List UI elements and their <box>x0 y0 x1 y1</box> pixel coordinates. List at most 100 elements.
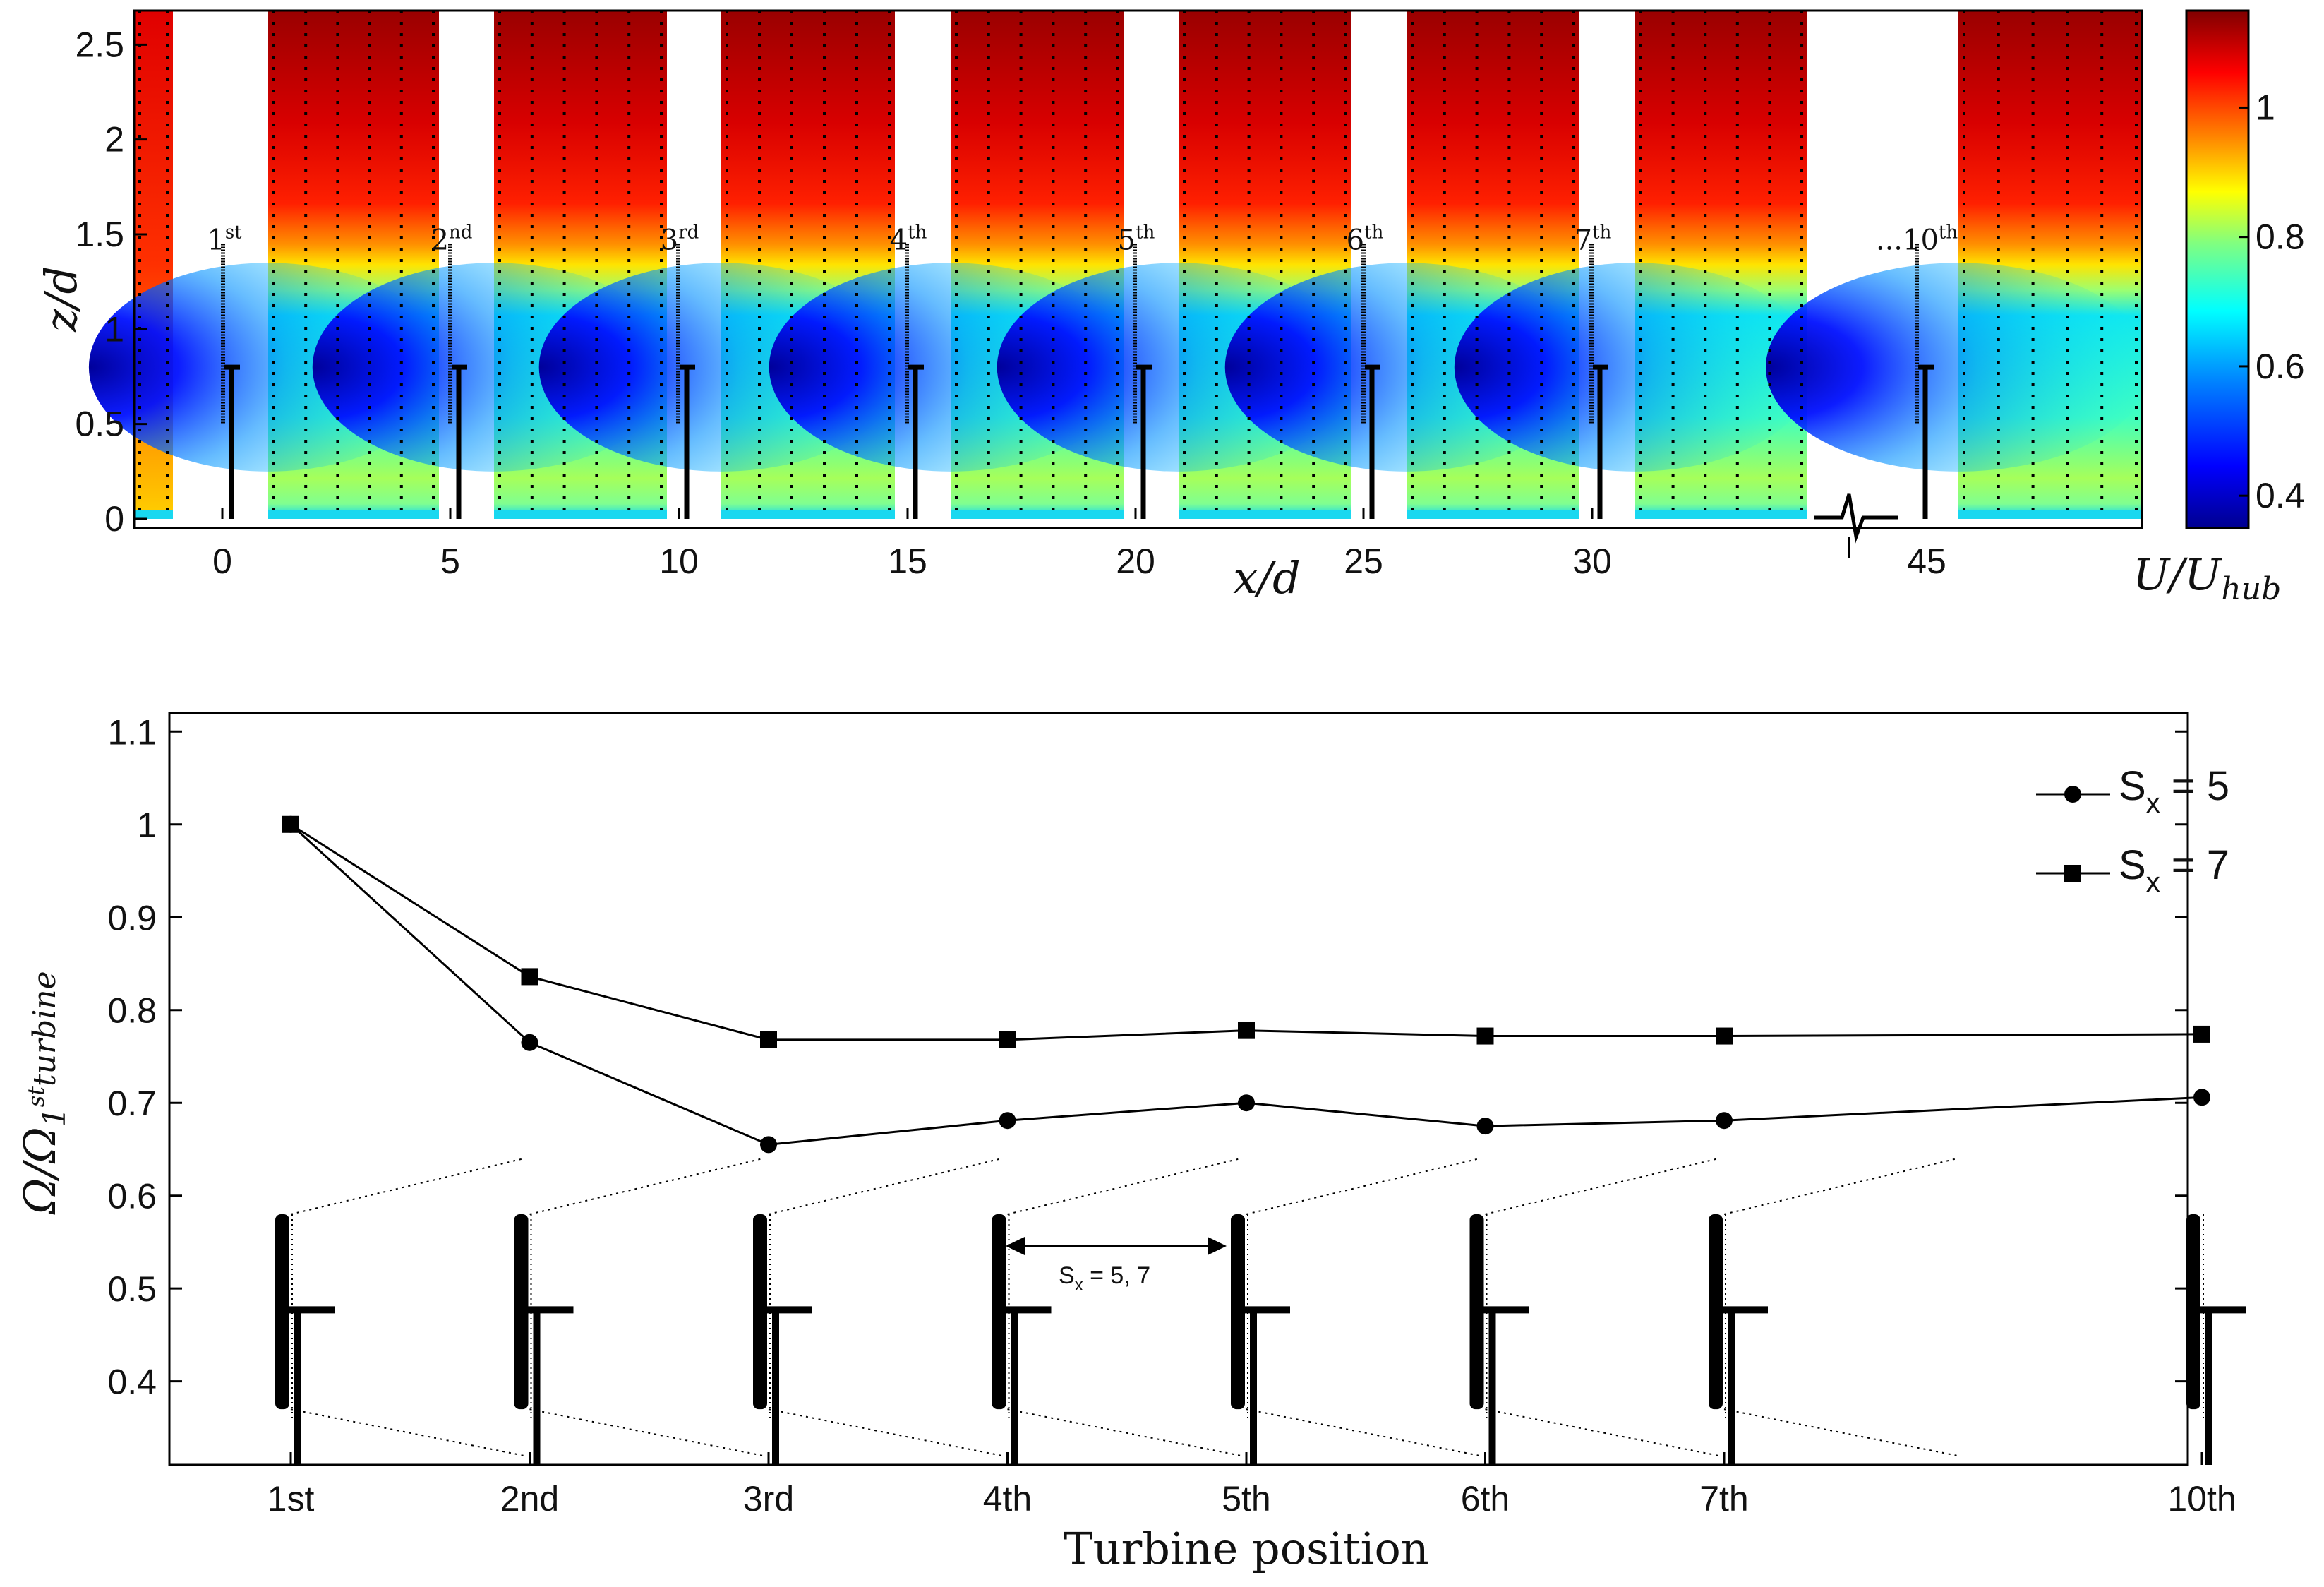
y-tick-label: 2 <box>104 120 124 160</box>
data-point-square <box>999 1031 1016 1048</box>
y-tick-label: 1 <box>137 806 157 845</box>
turbine-label: ...10th <box>1876 222 1958 257</box>
legend-label-sub: x <box>2146 788 2160 819</box>
turbine-label-suffix: rd <box>678 222 699 244</box>
x-tick-label: 4th <box>983 1479 1032 1519</box>
turbine-schematic <box>514 1158 763 1465</box>
axis-break-icon <box>1814 493 1898 544</box>
turbine-icon <box>676 244 695 519</box>
line-x-ticks: 1st 2nd 3rd 4th 5th 6th 7th 10th <box>267 1452 2236 1519</box>
rotor <box>514 1214 529 1410</box>
ground-layer <box>721 510 895 519</box>
x-tick-label: 30 <box>1572 541 1612 581</box>
turbine-label-number: ...10 <box>1876 224 1939 257</box>
data-point-circle <box>521 1034 538 1051</box>
line-y-ticks: 0.4 0.5 0.6 0.7 0.8 0.9 1 1.1 <box>107 712 2188 1402</box>
y-tick-label: 1.5 <box>75 215 124 254</box>
data-point-circle <box>1476 1118 1494 1135</box>
legend-label-tail: = 7 <box>2160 842 2229 888</box>
data-point-square <box>1238 1022 1255 1039</box>
y-tick-label: 0.9 <box>107 898 157 938</box>
x-tick-label: 2nd <box>500 1479 559 1519</box>
colorbar-label: U/Uhub <box>2133 549 2281 607</box>
y-tick-label: 1 <box>104 309 124 349</box>
legend-label-main: S <box>2119 763 2146 809</box>
heatmap-axes-frame <box>133 9 2143 529</box>
x-tick-label: 5 <box>440 541 460 581</box>
turbine-label-suffix: nd <box>449 222 472 244</box>
wake-boundary-upper <box>1723 1158 1958 1215</box>
legend-label-sub: x <box>2146 867 2160 898</box>
y-tick-label: 0.5 <box>75 405 124 444</box>
heatmap-x-ticks: 0 5 10 15 20 25 30 45 <box>212 508 1946 581</box>
turbine-label-number: 3 <box>661 224 678 257</box>
wake-deficit <box>1766 263 2151 472</box>
heatmap-x-label: x/d <box>1233 552 1301 604</box>
x-tick-label: 45 <box>1907 541 1946 581</box>
x-tick-label: 0 <box>212 541 232 581</box>
rotor <box>1469 1214 1484 1410</box>
wake-boundary-upper <box>768 1158 1002 1215</box>
legend: Sx = 5Sx = 7 <box>2036 763 2229 898</box>
turbine-label-number: 1 <box>207 224 224 257</box>
legend-marker-circle <box>2064 786 2081 803</box>
line-axes-frame <box>168 712 2189 1466</box>
data-point-square <box>1716 1027 1733 1045</box>
turbine-label-suffix: th <box>1136 222 1155 244</box>
x-tick-label: 7th <box>1699 1479 1749 1519</box>
data-point-square <box>760 1031 777 1048</box>
wake-boundary-lower <box>290 1408 524 1456</box>
line-x-label: Turbine position <box>1064 1523 1428 1574</box>
rotor <box>275 1214 289 1410</box>
turbine-schematic <box>2186 1214 2246 1465</box>
turbine-icon <box>1133 244 1152 519</box>
legend-label-tail: = 5 <box>2160 763 2229 809</box>
ground-layer <box>494 510 667 519</box>
x-tick-label: 1st <box>267 1479 315 1519</box>
turbine-label-suffix: st <box>225 222 242 244</box>
colorbar-tick-label: 0.8 <box>2256 217 2305 257</box>
wake-boundary-lower <box>529 1408 763 1456</box>
y-tick-label: 0 <box>104 499 124 539</box>
turbine-schematic <box>753 1158 1002 1465</box>
x-tick-label: 10th <box>2167 1479 2236 1519</box>
heatmap-y-label: z/d <box>35 266 87 333</box>
legend-entry: Sx = 7 <box>2036 842 2229 898</box>
turbine-icon <box>221 244 240 519</box>
wake-boundary-lower <box>1246 1408 1480 1456</box>
ground-layer <box>1407 510 1579 519</box>
series-sx5 <box>282 815 2210 1154</box>
turbine-label: 1st <box>207 222 242 257</box>
turbine-schematic <box>992 1158 1241 1465</box>
series-line <box>290 823 2203 1041</box>
rotor <box>753 1214 767 1410</box>
wake-boundary-upper <box>1246 1158 1480 1215</box>
legend-entry: Sx = 5 <box>2036 763 2229 819</box>
turbine-label-suffix: th <box>1939 222 1958 244</box>
velocity-field-panel: 1st 2nd 3rd 4th 5th 6th 7th ...10th 00.511.522.… <box>35 9 2305 607</box>
legend-marker-square <box>2064 865 2081 882</box>
turbine-label-number: 5 <box>1118 224 1136 257</box>
turbine-label-suffix: th <box>1364 222 1383 244</box>
data-point-square <box>1476 1027 1494 1045</box>
turbine-label-suffix: th <box>908 222 927 244</box>
turbine-label: 6th <box>1347 222 1384 257</box>
y-tick-label: 0.4 <box>107 1363 157 1402</box>
turbine-label: 2nd <box>431 222 473 257</box>
turbine-label: 3rd <box>661 222 699 257</box>
spacing-annotation: Sx = 5, 7 <box>1059 1262 1150 1295</box>
y-tick-label: 2.5 <box>75 25 124 64</box>
x-tick-label: 10 <box>659 541 699 581</box>
ground-layer <box>1179 510 1351 519</box>
legend-label: Sx = 7 <box>2119 842 2229 898</box>
y-tick-label: 0.6 <box>107 1177 157 1216</box>
turbine-icon <box>1361 244 1380 519</box>
y-tick-label: 1.1 <box>107 712 157 752</box>
rotor <box>1231 1214 1245 1410</box>
turbine-label-number: 7 <box>1575 224 1592 257</box>
data-point-square <box>2193 1025 2210 1043</box>
turbine-silhouettes <box>221 244 1934 519</box>
ground-layer <box>268 510 439 519</box>
turbine-label-number: 6 <box>1347 224 1364 257</box>
